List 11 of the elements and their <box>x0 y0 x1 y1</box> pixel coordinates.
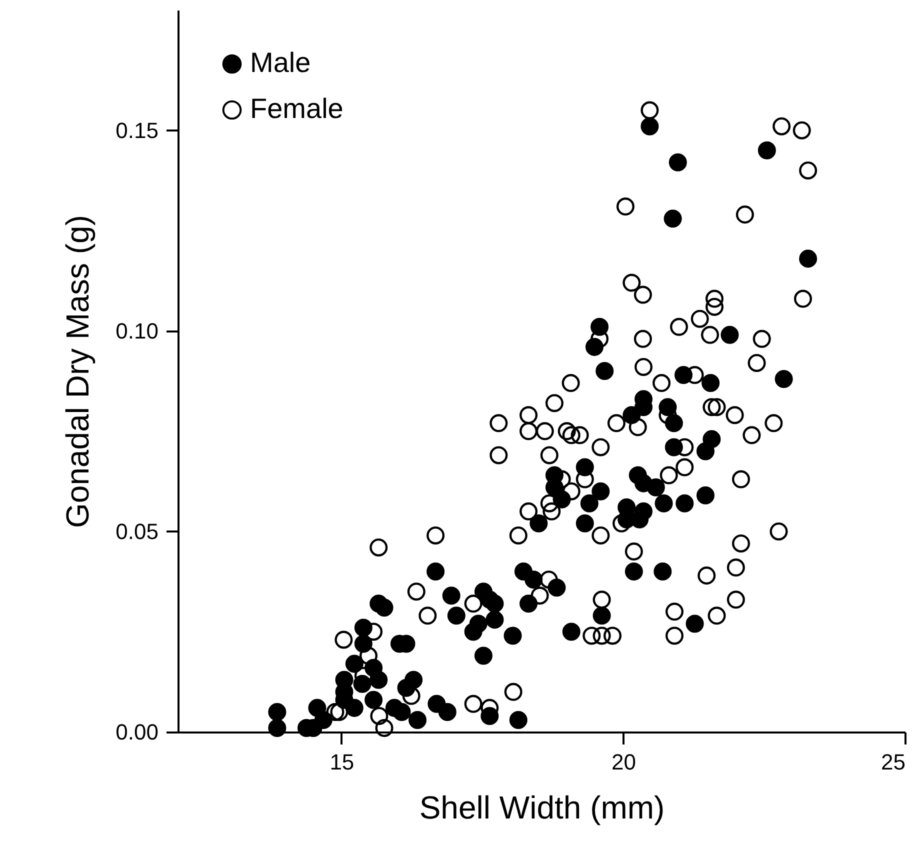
y-tick-label: 0.15 <box>116 118 158 143</box>
legend-label: Male <box>250 47 311 78</box>
y-tick-label: 0.10 <box>116 318 158 344</box>
legend-label: Female <box>250 93 344 124</box>
y-tick-label: 0.05 <box>116 518 158 544</box>
y-axis-title: Gonadal Dry Mass (g) <box>60 215 96 528</box>
x-tick-label: 25 <box>881 750 906 774</box>
x-axis-title: Shell Width (mm) <box>419 790 665 826</box>
x-tick-label: 15 <box>330 750 354 774</box>
y-tick-label: 0.00 <box>116 720 158 744</box>
x-tick-label: 20 <box>611 750 636 774</box>
